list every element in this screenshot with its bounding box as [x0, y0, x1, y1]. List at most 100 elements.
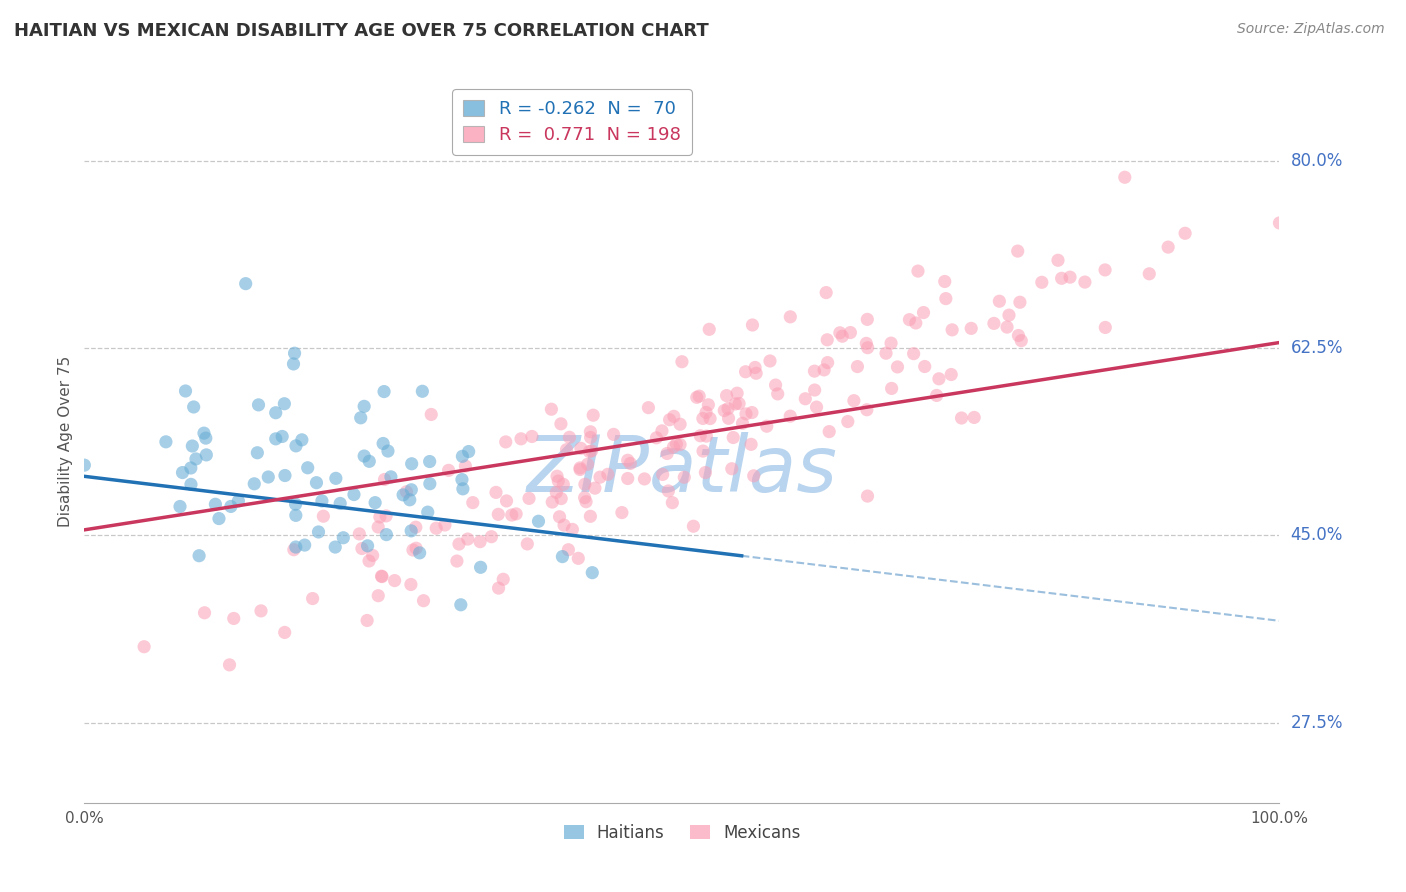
Point — [815, 285, 838, 300]
Point — [359, 454, 381, 468]
Point — [880, 381, 903, 395]
Point — [332, 531, 354, 545]
Point — [235, 277, 257, 291]
Point — [368, 510, 391, 524]
Point — [294, 538, 316, 552]
Point — [350, 410, 373, 425]
Point — [510, 432, 533, 446]
Point — [914, 359, 936, 374]
Point — [928, 372, 950, 386]
Point — [645, 431, 668, 445]
Point — [842, 393, 865, 408]
Point — [451, 473, 474, 487]
Point — [155, 434, 177, 449]
Text: HAITIAN VS MEXICAN DISABILITY AGE OVER 75 CORRELATION CHART: HAITIAN VS MEXICAN DISABILITY AGE OVER 7… — [14, 22, 709, 40]
Point — [361, 549, 384, 563]
Point — [1007, 244, 1029, 259]
Point — [350, 541, 373, 556]
Point — [488, 581, 510, 595]
Point — [734, 365, 756, 379]
Point — [481, 530, 503, 544]
Point — [250, 604, 273, 618]
Point — [904, 316, 927, 330]
Point — [574, 477, 596, 491]
Point — [960, 321, 983, 335]
Point — [343, 487, 366, 501]
Point — [283, 357, 305, 371]
Point — [375, 508, 398, 523]
Point — [451, 482, 474, 496]
Point — [377, 444, 399, 458]
Point — [553, 518, 575, 533]
Point — [806, 400, 828, 414]
Point — [374, 473, 396, 487]
Point — [505, 507, 527, 521]
Point — [569, 442, 592, 456]
Point — [898, 312, 921, 326]
Point — [172, 466, 194, 480]
Point — [495, 434, 517, 449]
Point — [934, 275, 956, 289]
Point — [817, 356, 839, 370]
Point — [461, 495, 484, 509]
Point — [273, 397, 295, 411]
Point — [73, 458, 96, 472]
Point — [257, 470, 280, 484]
Point — [569, 461, 592, 475]
Point — [1094, 263, 1116, 277]
Point — [886, 359, 908, 374]
Point — [174, 384, 197, 398]
Point — [695, 828, 717, 842]
Point — [725, 386, 748, 401]
Point — [457, 532, 479, 546]
Point — [485, 485, 508, 500]
Point — [720, 461, 742, 475]
Point — [813, 363, 835, 377]
Point — [581, 566, 603, 580]
Point — [450, 598, 472, 612]
Point — [1137, 267, 1160, 281]
Point — [419, 476, 441, 491]
Point — [247, 398, 270, 412]
Point — [903, 346, 925, 360]
Point — [688, 389, 710, 403]
Point — [582, 408, 605, 422]
Point — [803, 383, 825, 397]
Point — [912, 305, 935, 319]
Point — [353, 400, 375, 414]
Point — [671, 355, 693, 369]
Point — [831, 329, 853, 343]
Point — [567, 551, 589, 566]
Point — [243, 476, 266, 491]
Legend: Haitians, Mexicans: Haitians, Mexicans — [557, 817, 807, 848]
Point — [273, 625, 295, 640]
Point — [602, 427, 624, 442]
Point — [721, 430, 744, 444]
Point — [637, 401, 659, 415]
Point — [839, 326, 862, 340]
Point — [405, 520, 427, 534]
Point — [779, 409, 801, 424]
Point — [183, 400, 205, 414]
Point — [399, 524, 422, 538]
Point — [412, 593, 434, 607]
Point — [516, 537, 538, 551]
Point — [669, 437, 692, 451]
Point — [193, 426, 215, 441]
Point — [998, 308, 1021, 322]
Point — [405, 541, 427, 556]
Point — [742, 468, 765, 483]
Point — [880, 336, 903, 351]
Point — [856, 489, 879, 503]
Point — [766, 387, 789, 401]
Point — [673, 470, 696, 484]
Point — [575, 494, 598, 508]
Point — [195, 448, 218, 462]
Point — [283, 542, 305, 557]
Point — [420, 408, 443, 422]
Point — [941, 323, 963, 337]
Point — [692, 444, 714, 458]
Text: 45.0%: 45.0% — [1291, 526, 1343, 544]
Point — [401, 483, 423, 497]
Point — [284, 508, 307, 523]
